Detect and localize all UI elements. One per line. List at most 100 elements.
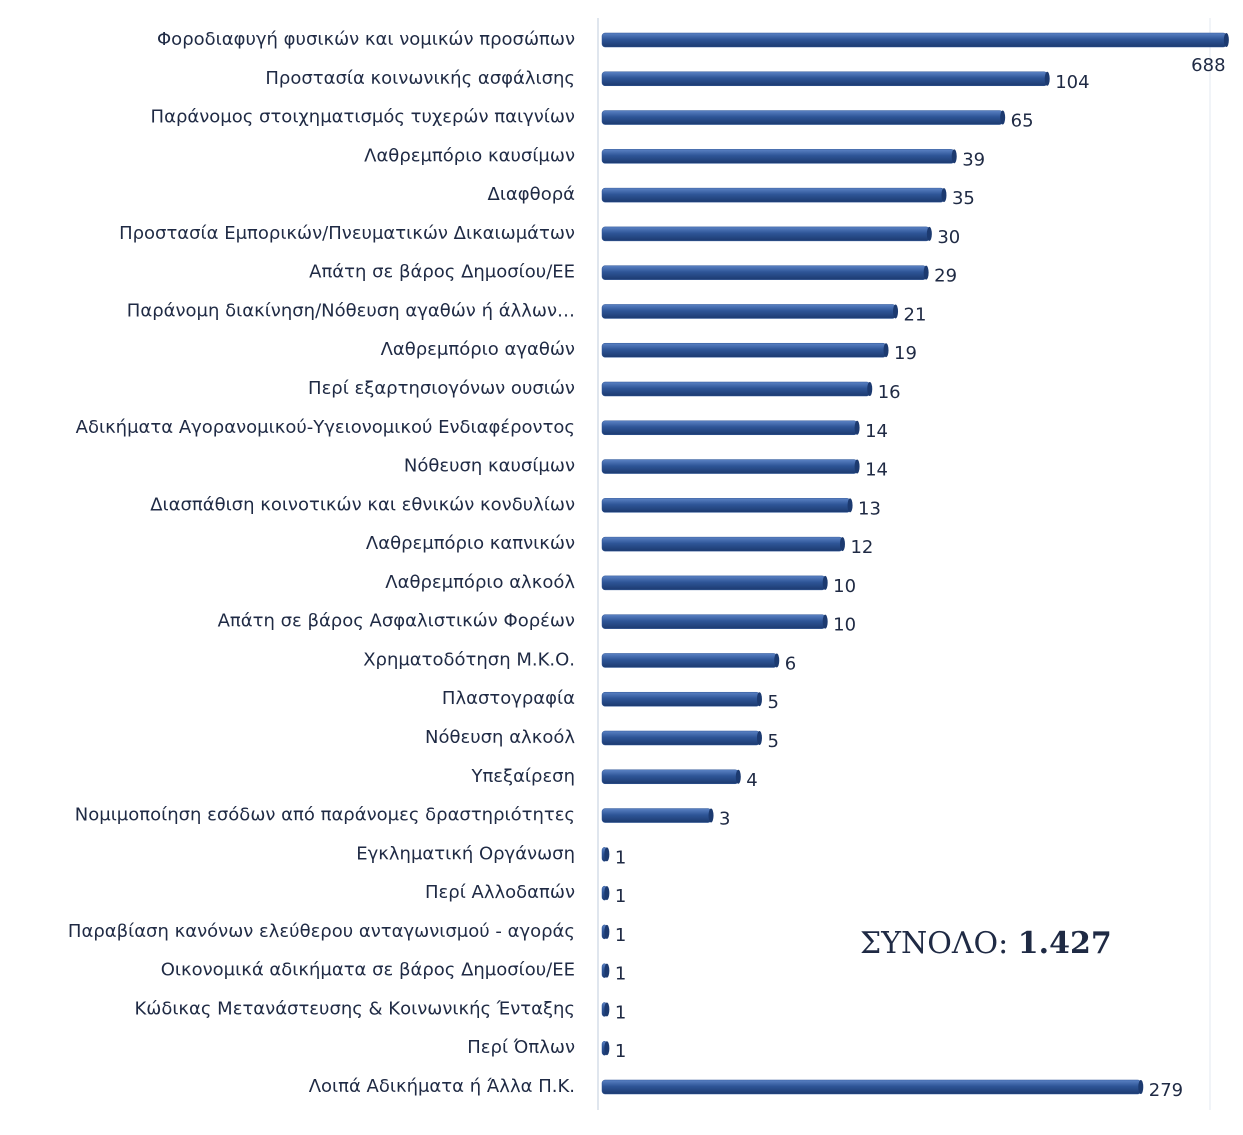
value-label: 19 <box>894 343 917 364</box>
value-label: 1 <box>615 847 626 868</box>
value-label: 1 <box>615 886 626 907</box>
bar-cap <box>756 731 762 745</box>
bar <box>601 730 760 746</box>
value-label: 13 <box>858 498 881 519</box>
category-label: Υπεξαίρεση <box>470 766 575 787</box>
value-label: 6 <box>785 653 796 674</box>
category-label: Περί Όπλων <box>467 1037 575 1058</box>
bar <box>601 71 1048 87</box>
category-label: Λαθρεμπόριο αλκοόλ <box>385 572 575 593</box>
bar-cap <box>926 226 932 241</box>
category-label: Εγκληματική Οργάνωση <box>356 843 575 864</box>
bar <box>601 110 1003 125</box>
bar-cap <box>883 343 889 358</box>
bar <box>601 226 930 242</box>
value-label: 10 <box>833 576 856 597</box>
value-label: 14 <box>865 421 888 442</box>
bar-cap <box>847 498 853 513</box>
category-label: Προστασία κοινωνικής ασφάλισης <box>265 68 575 89</box>
bar <box>601 32 1227 48</box>
bar-cap <box>867 382 873 396</box>
bar-cap <box>756 692 762 707</box>
category-label: Νόθευση αλκοόλ <box>425 727 575 748</box>
category-label: Παράνομος στοιχηματισμός τυχερών παιγνίω… <box>151 107 575 128</box>
value-label: 1 <box>615 964 626 985</box>
value-label: 29 <box>934 266 957 287</box>
bar-cap <box>941 188 947 203</box>
bar-cap <box>854 459 860 474</box>
category-label: Απάτη σε βάρος Δημοσίου/ΕΕ <box>309 262 575 283</box>
total-label: ΣΥΝΟΛΟ: 1.427 <box>860 926 1112 961</box>
category-label: Λαθρεμπόριο καυσίμων <box>364 145 575 166</box>
category-label: Διασπάθιση κοινοτικών και εθνικών κονδυλ… <box>150 494 575 515</box>
bar-cap <box>854 420 860 435</box>
bar-cap <box>604 1041 610 1056</box>
value-label: 1 <box>615 1041 626 1062</box>
bar-cap <box>923 265 929 280</box>
value-label: 16 <box>878 382 901 403</box>
bar-cap <box>708 808 714 823</box>
bar <box>601 536 843 552</box>
value-label: 279 <box>1149 1080 1183 1101</box>
value-label: 10 <box>833 615 856 636</box>
bar <box>601 614 826 629</box>
bar <box>601 265 927 280</box>
bar <box>601 769 739 785</box>
bar-cap <box>774 653 780 668</box>
category-label: Λοιπά Αδικήματα ή Άλλα Π.Κ. <box>309 1076 575 1097</box>
bar-cap <box>951 149 957 164</box>
bar-cap <box>893 304 899 319</box>
bar <box>601 187 945 203</box>
bar-cap <box>822 575 828 590</box>
bar <box>601 149 955 164</box>
category-label: Νόθευση καυσίμων <box>404 456 575 477</box>
value-label: 30 <box>937 227 960 248</box>
category-label: Περί εξαρτησιογόνων ουσιών <box>308 378 575 399</box>
bar <box>601 459 858 474</box>
bar <box>601 575 826 591</box>
category-label: Πλαστογραφία <box>442 688 575 709</box>
category-label: Διαφθορά <box>488 184 575 205</box>
bar-cap <box>604 924 610 939</box>
bar-cap <box>604 963 610 978</box>
bar <box>601 653 777 668</box>
bar-cap <box>604 886 610 901</box>
category-label: Νομιμοποίηση εσόδων από παράνομες δραστη… <box>75 805 575 826</box>
value-label: 5 <box>767 692 778 713</box>
bar <box>601 1079 1142 1095</box>
bar-cap <box>822 614 828 629</box>
value-label: 3 <box>719 809 730 830</box>
category-label: Παραβίαση κανόνων ελεύθερου ανταγωνισμού… <box>68 921 575 942</box>
bar-cap <box>1044 71 1050 86</box>
category-label: Χρηματοδότηση Μ.Κ.Ο. <box>363 649 575 670</box>
category-label: Φοροδιαφυγή φυσικών και νομικών προσώπων <box>157 29 575 50</box>
category-label: Αδικήματα Αγορανομικού-Υγειονομικού Ενδι… <box>76 417 575 438</box>
value-label: 39 <box>962 149 985 170</box>
bar-cap <box>1138 1080 1144 1094</box>
bar <box>601 498 851 513</box>
bar-cap <box>1223 33 1229 47</box>
bar-cap <box>604 847 610 862</box>
bar <box>601 304 896 319</box>
category-label: Απάτη σε βάρος Ασφαλιστικών Φορέων <box>218 611 575 632</box>
category-label: Περί Αλλοδαπών <box>425 882 575 903</box>
bar <box>601 420 858 436</box>
bar-cap <box>839 537 845 552</box>
value-label: 688 <box>1191 55 1225 76</box>
value-label: 21 <box>904 304 927 325</box>
bar-cap <box>735 769 741 784</box>
bar-cap <box>604 1002 610 1017</box>
category-label: Κώδικας Μετανάστευσης & Κοινωνικής Ένταξ… <box>134 998 575 1019</box>
value-label: 65 <box>1011 111 1034 132</box>
bar <box>601 691 760 707</box>
value-label: 5 <box>767 731 778 752</box>
category-label: Οικονομικά αδικήματα σε βάρος Δημοσίου/Ε… <box>161 960 575 981</box>
category-label: Λαθρεμπόριο αγαθών <box>381 339 575 360</box>
value-label: 104 <box>1055 72 1089 93</box>
bar <box>601 381 870 397</box>
category-label: Παράνομη διακίνηση/Νόθευση αγαθών ή άλλω… <box>127 300 575 321</box>
value-label: 12 <box>850 537 873 558</box>
value-label: 1 <box>615 1002 626 1023</box>
value-label: 14 <box>865 460 888 481</box>
bar <box>601 342 887 358</box>
